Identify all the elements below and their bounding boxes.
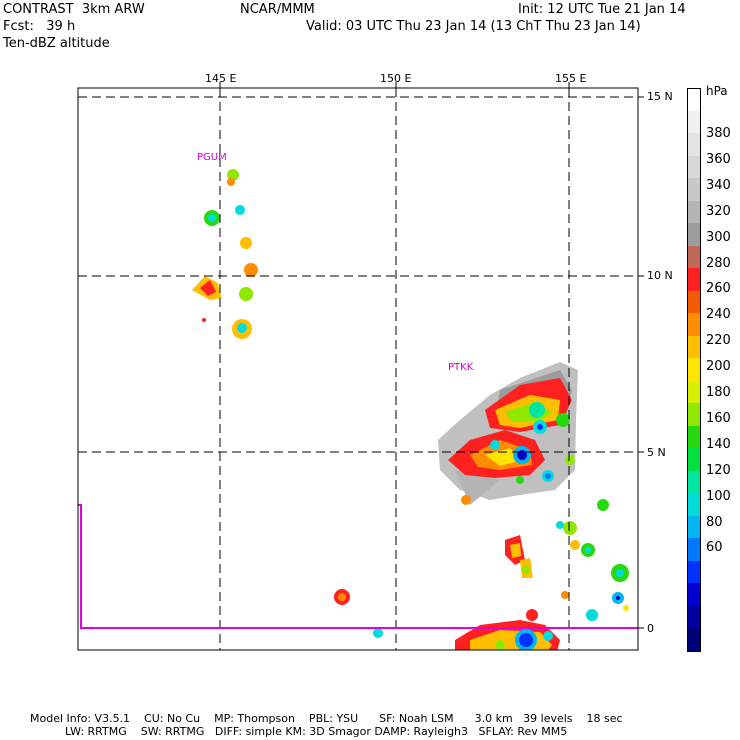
boundary-line (78, 504, 638, 629)
colorbar-label: 260 (706, 281, 731, 297)
colorbar-cell (687, 448, 701, 471)
colorbar-cell (687, 560, 701, 584)
scattered-cells-south (334, 495, 629, 638)
colorbar-cell (687, 200, 701, 224)
colorbar-label: 80 (706, 514, 723, 530)
lon-label-150: 150 E (380, 72, 412, 85)
colorbar-label: 120 (706, 462, 731, 478)
colorbar-label: 100 (706, 488, 731, 504)
colorbar-label: 240 (706, 307, 731, 323)
colorbar-cell (687, 380, 701, 404)
convective-complex-east (448, 378, 575, 484)
axis-ticks (219, 82, 644, 629)
colorbar-label: 340 (706, 177, 731, 193)
colorbar-cell (687, 133, 701, 156)
center-label: NCAR/MMM (240, 2, 315, 17)
lat-label-5n: 5 N (647, 446, 666, 459)
cells-equator-band (455, 609, 560, 650)
model-title: CONTRAST 3km ARW (3, 2, 145, 17)
forecast-hour: Fcst: 39 h (3, 19, 76, 34)
colorbar-unit: hPa (706, 84, 728, 98)
field-name: Ten-dBZ altitude (3, 36, 110, 51)
colorbar-label: 300 (706, 229, 731, 245)
station-label-pgum: PGUM (197, 152, 227, 163)
colorbar-cell (687, 155, 701, 179)
colorbar-label: 380 (706, 126, 731, 141)
colorbar-cell (687, 223, 701, 246)
model-info-line-1: Model Info: V3.5.1 CU: No Cu MP: Thompso… (30, 712, 623, 725)
colorbar-cell (687, 538, 701, 561)
colorbar-label: 140 (706, 436, 731, 452)
colorbar-cell (687, 88, 701, 112)
colorbar-cell (687, 110, 701, 134)
lon-label-155: 155 E (555, 72, 587, 85)
init-time: Init: 12 UTC Tue 21 Jan 14 (518, 2, 686, 17)
colorbar-cell (687, 628, 701, 652)
colorbar-label: 60 (706, 540, 723, 556)
map-frame (77, 87, 639, 651)
lat-label-0: 0 (647, 622, 654, 635)
colorbar-label: 180 (706, 385, 731, 400)
lat-lon-grid (78, 88, 638, 650)
colorbar-cell (687, 403, 701, 426)
colorbar-cell (687, 470, 701, 494)
colorbar-label: 280 (706, 255, 731, 271)
colorbar-cell (687, 178, 701, 201)
colorbar-cell (687, 493, 701, 516)
colorbar-cell (687, 290, 701, 314)
lat-label-10n: 10 N (647, 269, 673, 282)
colorbar-cell (687, 335, 701, 359)
lon-label-145: 145 E (205, 72, 237, 85)
colorbar-label: 200 (706, 359, 731, 375)
cells-near-guam (192, 169, 258, 339)
colorbar-label: 220 (706, 333, 731, 349)
colorbar-cell (687, 605, 701, 629)
colorbar-cell (687, 358, 701, 381)
colorbar-cell (687, 425, 701, 449)
model-info-line-2: LW: RRTMG SW: RRTMG DIFF: simple KM: 3D … (30, 725, 568, 738)
lat-label-15n: 15 N (647, 90, 673, 103)
colorbar-cell (687, 583, 701, 606)
colorbar-label: 160 (706, 410, 731, 426)
colorbar-cell (687, 268, 701, 291)
station-label-ptkk: PTKK (448, 362, 474, 373)
colorbar-cell (687, 515, 701, 539)
colorbar-label: 360 (706, 151, 731, 167)
colorbar-label: 320 (706, 203, 731, 219)
colorbar-cell (687, 245, 701, 269)
valid-time: Valid: 03 UTC Thu 23 Jan 14 (13 ChT Thu … (306, 19, 641, 34)
colorbar-cell (687, 313, 701, 336)
